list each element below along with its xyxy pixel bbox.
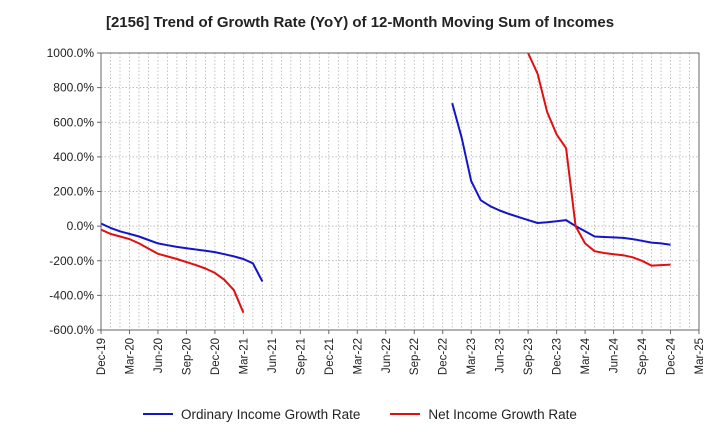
legend: Ordinary Income Growth Rate Net Income G… [0,404,720,424]
x-tick-label: Sep-20 [181,338,193,375]
x-tick-label: Dec-23 [552,338,564,375]
legend-item-ordinary-income: Ordinary Income Growth Rate [143,404,360,424]
x-tick-label: Mar-23 [466,338,478,374]
legend-label-ordinary-income: Ordinary Income Growth Rate [181,406,361,422]
y-tick-label: -200.0% [49,254,94,268]
y-tick-label: 1000.0% [47,46,95,60]
y-axis-ticks: 1000.0% 800.0% 600.0% 400.0% 200.0% 0.0% -200.… [47,46,101,337]
net-income-line-segment-0 [101,228,245,314]
x-tick-label: Sep-24 [637,337,649,375]
x-tick-label: Jun-24 [609,337,621,373]
chart-title: [2156] Trend of Growth Rate (YoY) of 12-… [105,14,615,31]
x-tick-label: Dec-19 [96,338,108,375]
y-tick-label: -600.0% [49,323,94,337]
x-tick-label: Jun-20 [153,338,165,373]
x-tick-label: Mar-24 [580,337,592,374]
y-tick-label: 800.0% [53,81,94,95]
x-tick-label: Mar-22 [352,338,364,374]
x-tick-label: Sep-22 [409,338,421,375]
x-tick-label: Jun-23 [495,338,507,373]
grid [101,52,699,331]
legend-item-net-income: Net Income Growth Rate [390,404,577,424]
x-tick-label: Sep-23 [523,338,535,375]
y-tick-label: 400.0% [53,150,94,164]
x-axis-ticks: Dec-19 Mar-20 Jun-20 Sep-20 Dec-20 Mar-21 Jun-… [96,330,706,375]
y-tick-label: 600.0% [53,115,94,129]
x-tick-label: Dec-21 [324,338,336,375]
x-tick-label: Dec-20 [210,338,222,375]
y-tick-label: 200.0% [53,185,94,199]
x-tick-label: Mar-21 [238,338,250,374]
x-tick-label: Mar-25 [694,338,706,374]
x-tick-label: Sep-21 [295,338,307,375]
x-tick-label: Dec-24 [666,337,678,375]
x-tick-label: Mar-20 [124,338,136,374]
y-tick-label: -400.0% [49,288,94,302]
net-income-line-segment-1 [527,53,671,267]
y-tick-label: 0.0% [67,219,95,233]
ordinary-income-line-segment-0 [101,222,264,282]
ordinary-income-line-segment-1 [451,102,671,246]
legend-swatch-ordinary-income [143,413,174,415]
legend-swatch-net-income [390,413,421,415]
series-lines [101,53,671,314]
x-tick-label: Jun-22 [381,338,393,373]
legend-label-net-income: Net Income Growth Rate [428,406,577,422]
x-tick-label: Dec-22 [438,338,450,375]
x-tick-label: Jun-21 [267,338,279,373]
